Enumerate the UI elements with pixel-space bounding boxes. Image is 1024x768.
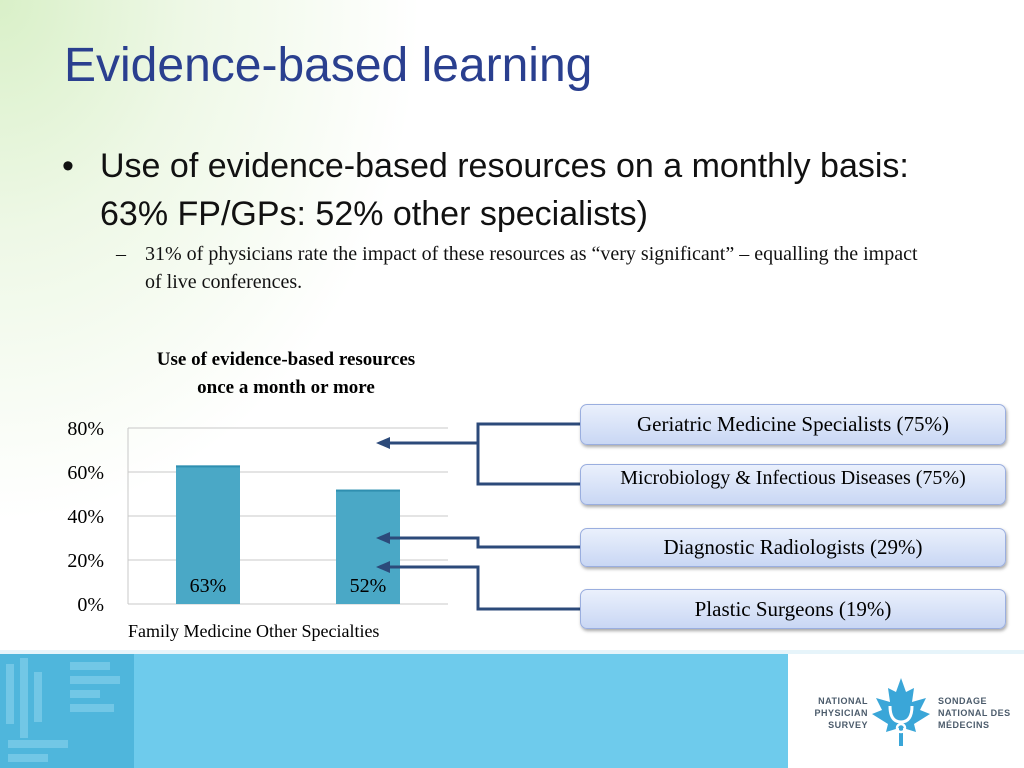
data-label: 63% [190,575,227,597]
chart-labels: 0% 20% 40% 60% 80% 63% 52% [67,418,386,616]
bullet-mark: • [62,147,74,185]
sub-bullet-text: 31% of physicians rate the impact of the… [145,243,918,293]
chart-title: Use of evidence-based resources once a m… [156,349,416,398]
arrow-head-top [376,437,390,449]
logo-text-french: SONDAGE NATIONAL DES MÉDECINS [938,695,1018,731]
x-category-labels: Family Medicine Other Specialties [128,621,380,641]
logo-line: NATIONAL DES [938,708,1011,718]
sub-bullet-mark: – [116,243,126,265]
logo-line: PHYSICIAN [814,708,868,718]
logo-text-english: NATIONAL PHYSICIAN SURVEY [808,695,868,731]
y-tick-label: 60% [67,462,104,484]
pattern-graphic [6,658,120,762]
arrow-head-plastic-surgeons [376,561,390,573]
callout-connectors [376,422,580,611]
arrow-head-radiology [376,532,390,544]
callout-diagnostic-radiologists: Diagnostic Radiologists (29%) [580,528,1006,567]
maple-leaf-stethoscope-icon [872,678,930,746]
logo-line: SURVEY [828,720,868,730]
connector-radiology [388,536,580,549]
slide-title: Evidence-based learning [64,39,593,92]
connector-plastic-surgeons [388,565,580,611]
y-tick-label: 20% [67,550,104,572]
y-tick-label: 40% [67,506,104,528]
bar-other-specialties [336,489,400,604]
logo-line: SONDAGE [938,696,988,706]
chart-bars [176,465,400,604]
callout-plastic-surgeons: Plastic Surgeons (19%) [580,589,1006,629]
y-tick-label: 0% [77,594,104,616]
callout-microbiology-infectious-diseases: Microbiology & Infectious Diseases (75%) [580,464,1006,505]
bar-family-medicine [176,465,240,604]
logo-line: NATIONAL [818,696,868,706]
bracket-top-callouts [476,422,580,486]
footer-divider [0,650,1024,654]
bullet-text: Use of evidence-based resources on a mon… [100,147,909,233]
y-tick-label: 80% [67,418,104,440]
logo-line: MÉDECINS [938,720,990,730]
callout-geriatric-medicine: Geriatric Medicine Specialists (75%) [580,404,1006,445]
bar-top-edge [176,465,240,468]
footer-decorative-pattern [0,654,134,768]
bar-top-edge [336,489,400,492]
data-label: 52% [350,575,387,597]
